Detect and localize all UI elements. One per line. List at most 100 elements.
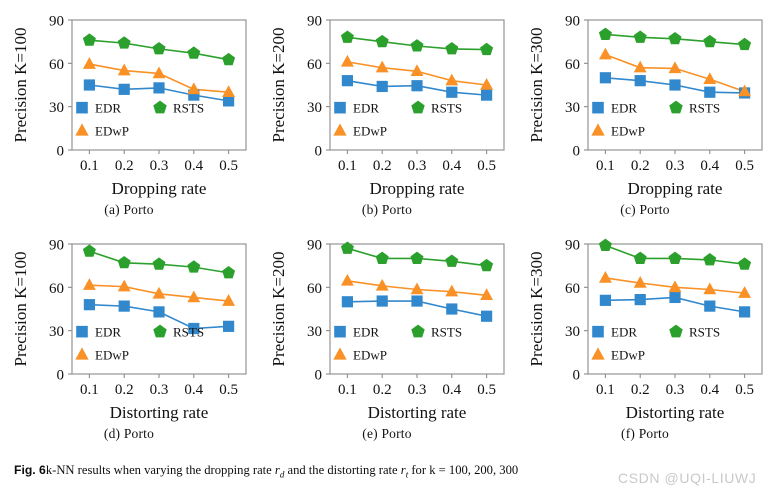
data-point-rsts xyxy=(598,27,612,40)
legend-marker-edwp xyxy=(591,347,605,360)
legend-label-rsts: RSTS xyxy=(431,325,462,340)
data-point-edr xyxy=(83,299,95,311)
plot-canvas-a: 0 30 60 90 0.1 0.2 0.3 0.4 0.5 Dropping rate Preci… xyxy=(11,14,247,198)
y-tick-label: 0 xyxy=(315,368,323,384)
x-tick-label: 0.4 xyxy=(184,158,203,174)
data-point-rsts xyxy=(82,244,96,257)
y-tick-label: 0 xyxy=(57,144,65,160)
y-tick-label: 0 xyxy=(315,144,323,160)
y-tick-label: 90 xyxy=(307,14,322,30)
x-tick-label: 0.1 xyxy=(80,158,99,174)
data-point-rsts xyxy=(152,257,166,270)
x-tick-label: 0.3 xyxy=(408,158,427,174)
subplot-caption-f: (f) Porto xyxy=(621,426,669,441)
figure-caption-text-2: and the distorting rate xyxy=(284,463,401,477)
legend-marker-edr xyxy=(334,325,346,338)
figure-caption-sub-t: t xyxy=(405,469,409,480)
legend-marker-rsts xyxy=(153,100,167,114)
x-tick-label: 0.5 xyxy=(219,158,238,174)
data-point-edr xyxy=(634,294,646,306)
plot-canvas-c: 0 30 60 90 0.1 0.2 0.3 0.4 0.5 Dropping rate Preci… xyxy=(527,14,763,198)
y-tick-label: 60 xyxy=(307,281,322,297)
data-point-edr xyxy=(223,95,235,107)
legend-marker-edwp xyxy=(591,123,605,136)
data-point-rsts xyxy=(445,254,459,267)
legend-label-edwp: EDwP xyxy=(353,348,387,363)
data-point-edr xyxy=(704,300,716,312)
data-point-rsts xyxy=(703,34,717,48)
x-axis-title: Dropping rate xyxy=(112,179,207,198)
legend-label-rsts: RSTS xyxy=(689,101,720,116)
data-point-edwp xyxy=(222,85,236,97)
legend-marker-edwp xyxy=(333,347,347,360)
data-point-edr xyxy=(83,79,95,91)
x-tick-label: 0.3 xyxy=(666,158,685,174)
x-tick-label: 0.3 xyxy=(666,382,685,398)
subplot-caption-d: (d) Porto xyxy=(103,426,155,441)
plot-canvas-f: 0 30 60 90 0.1 0.2 0.3 0.4 0.5 Distorting rate Pre… xyxy=(527,238,763,422)
data-point-rsts xyxy=(410,251,424,264)
subplot-e: 0 30 60 90 0.1 0.2 0.3 0.4 0.5 Distorting rate Pre… xyxy=(258,224,516,448)
figure-caption: Fig. 6k-NN results when varying the drop… xyxy=(14,462,764,481)
data-point-edr xyxy=(739,306,751,318)
data-point-rsts xyxy=(445,42,459,55)
data-point-rsts xyxy=(480,258,494,272)
subplot-caption-a: (a) Porto xyxy=(104,202,154,217)
legend-marker-edwp xyxy=(75,347,89,360)
legend-label-edr: EDR xyxy=(353,101,379,116)
x-axis-title: Dropping rate xyxy=(628,179,723,198)
y-tick-label: 90 xyxy=(49,14,64,30)
figure-caption-var-rt: r xyxy=(400,463,406,477)
data-point-rsts xyxy=(738,37,752,51)
y-axis-title: Precision K=300 xyxy=(527,28,546,143)
x-tick-label: 0.4 xyxy=(442,158,461,174)
data-point-edwp xyxy=(117,279,131,292)
subplot-caption-c: (c) Porto xyxy=(620,202,670,217)
legend-label-edr: EDR xyxy=(95,325,121,340)
data-point-rsts xyxy=(375,34,389,48)
legend-label-edr: EDR xyxy=(353,325,379,340)
data-point-edr xyxy=(599,72,611,84)
data-point-rsts xyxy=(340,241,354,254)
data-point-edwp xyxy=(598,270,612,283)
data-point-edr xyxy=(446,86,458,98)
figure-caption-label: Fig. 6 xyxy=(14,463,46,477)
y-tick-label: 90 xyxy=(49,238,64,254)
data-point-edr xyxy=(481,89,493,101)
y-tick-label: 30 xyxy=(307,324,322,340)
plot-canvas-b: 0 30 60 90 0.1 0.2 0.3 0.4 0.5 Dropping rate Preci… xyxy=(269,14,505,198)
data-point-edwp xyxy=(410,64,424,77)
data-point-rsts xyxy=(668,31,682,45)
y-axis-title: Precision K=100 xyxy=(11,28,30,143)
data-point-edwp xyxy=(152,66,166,79)
x-tick-label: 0.2 xyxy=(631,382,650,398)
legend-label-edwp: EDwP xyxy=(611,124,645,139)
y-tick-label: 60 xyxy=(49,57,64,73)
data-point-rsts xyxy=(222,52,236,66)
data-point-edwp xyxy=(480,288,494,301)
data-point-rsts xyxy=(410,39,424,52)
x-tick-label: 0.4 xyxy=(700,382,719,398)
y-tick-label: 30 xyxy=(49,100,64,116)
data-point-edr xyxy=(599,294,611,306)
y-tick-label: 90 xyxy=(307,238,322,254)
y-tick-label: 30 xyxy=(307,100,322,116)
data-point-edwp xyxy=(410,282,424,295)
data-point-edr xyxy=(446,303,458,315)
legend-marker-edr xyxy=(592,101,604,114)
data-point-rsts xyxy=(187,46,201,59)
legend-marker-edr xyxy=(76,101,88,114)
y-tick-label: 0 xyxy=(573,368,581,384)
data-point-edwp xyxy=(738,286,752,298)
x-tick-label: 0.2 xyxy=(631,158,650,174)
x-tick-label: 0.2 xyxy=(115,382,134,398)
x-tick-label: 0.2 xyxy=(373,382,392,398)
x-tick-label: 0.5 xyxy=(219,382,238,398)
x-tick-label: 0.4 xyxy=(442,382,461,398)
y-tick-label: 30 xyxy=(49,324,64,340)
data-point-edwp xyxy=(187,82,201,95)
data-point-edwp xyxy=(668,61,682,74)
subplot-c: 0 30 60 90 0.1 0.2 0.3 0.4 0.5 Dropping rate Preci… xyxy=(516,0,773,224)
x-axis-title: Distorting rate xyxy=(368,403,467,422)
